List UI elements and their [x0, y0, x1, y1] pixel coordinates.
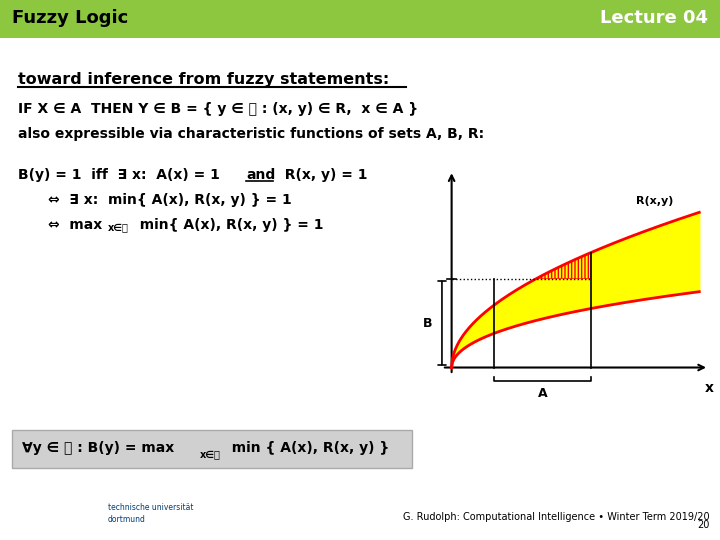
Bar — [0, 36, 720, 38]
Text: IF X ∈ A  THEN Y ∈ B = { y ∈ 𝒴 : (x, y) ∈ R,  x ∈ A }: IF X ∈ A THEN Y ∈ B = { y ∈ 𝒴 : (x, y) ∈… — [18, 102, 418, 116]
Text: x∈𝒴: x∈𝒴 — [200, 449, 221, 459]
Text: ⇔  ∃ x:  min{ A(x), R(x, y) } = 1: ⇔ ∃ x: min{ A(x), R(x, y) } = 1 — [48, 193, 292, 207]
Text: Fuzzy Logic: Fuzzy Logic — [12, 9, 128, 27]
Text: ∀y ∈ 𝒴 : B(y) = max: ∀y ∈ 𝒴 : B(y) = max — [22, 441, 174, 455]
Text: and: and — [246, 168, 275, 182]
Text: x∈𝒴: x∈𝒴 — [108, 222, 129, 232]
Text: toward inference from fuzzy statements:: toward inference from fuzzy statements: — [18, 72, 390, 87]
Text: B(y) = 1  iff  ∃ x:  A(x) = 1: B(y) = 1 iff ∃ x: A(x) = 1 — [18, 168, 230, 182]
Text: ⇔  max: ⇔ max — [48, 218, 102, 232]
Text: dortmund: dortmund — [108, 516, 146, 524]
Text: x: x — [704, 381, 714, 395]
Text: min { A(x), R(x, y) }: min { A(x), R(x, y) } — [222, 441, 390, 455]
Text: min{ A(x), R(x, y) } = 1: min{ A(x), R(x, y) } = 1 — [130, 218, 323, 232]
Bar — [0, 0, 720, 36]
Text: G. Rudolph: Computational Intelligence • Winter Term 2019/20: G. Rudolph: Computational Intelligence •… — [403, 512, 710, 522]
Text: 20: 20 — [698, 520, 710, 530]
Text: B: B — [423, 316, 432, 329]
Text: also expressible via characteristic functions of sets A, B, R:: also expressible via characteristic func… — [18, 127, 484, 141]
Text: technische universität: technische universität — [108, 503, 194, 512]
Text: R(x,y): R(x,y) — [636, 197, 673, 206]
Bar — [12, 430, 412, 468]
Text: R(x, y) = 1: R(x, y) = 1 — [275, 168, 367, 182]
Text: Lecture 04: Lecture 04 — [600, 9, 708, 27]
Text: A: A — [538, 387, 547, 400]
